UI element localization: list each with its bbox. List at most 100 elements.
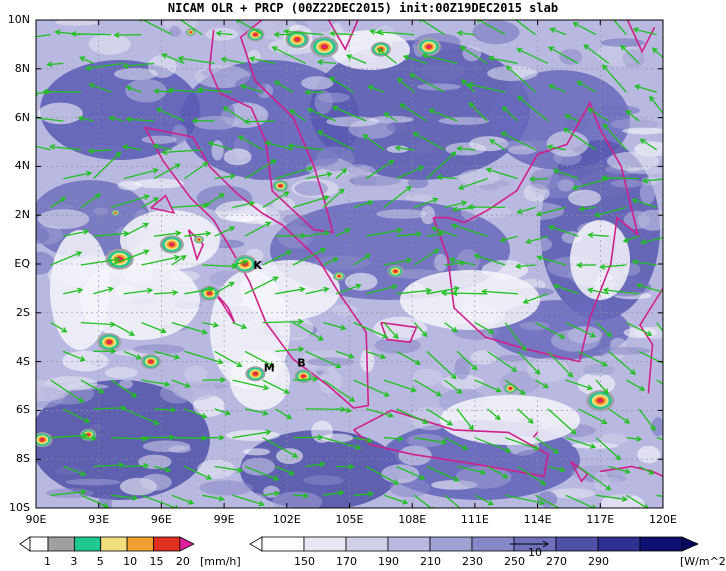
wind-vector xyxy=(289,109,306,122)
wind-vector-head xyxy=(201,412,208,419)
wind-vector xyxy=(80,56,94,64)
wind-vector-head xyxy=(567,371,574,378)
olr-cloud-patch xyxy=(301,76,334,90)
wind-vector xyxy=(431,227,458,237)
wind-vector xyxy=(332,106,367,122)
wind-vector-head xyxy=(215,30,222,37)
wind-vector-head xyxy=(367,85,374,91)
wind-vector-head xyxy=(274,490,281,497)
olr-cloud-patch xyxy=(529,169,560,190)
wind-vector xyxy=(62,408,90,423)
wind-vector-head xyxy=(283,388,290,394)
wind-vector xyxy=(517,465,546,486)
wind-vector xyxy=(612,20,627,36)
cloud-top-white xyxy=(400,270,540,330)
wind-vector xyxy=(429,109,458,122)
precip-cell xyxy=(322,45,327,49)
wind-vector-head xyxy=(602,287,609,294)
olr-cloud-patch xyxy=(606,476,620,486)
wind-vector-head xyxy=(450,373,457,380)
wind-vector-head xyxy=(428,108,435,115)
wind-vector xyxy=(292,322,324,341)
wind-vector xyxy=(578,408,607,424)
olr-cloud-patch xyxy=(351,175,402,186)
precip-cell xyxy=(338,275,340,277)
wind-vector-head xyxy=(605,484,612,491)
wind-vector-head xyxy=(536,255,543,261)
coastline xyxy=(532,431,539,438)
wind-vector-head xyxy=(79,355,86,362)
wind-vector-head xyxy=(564,114,571,120)
wind-vector-head xyxy=(459,45,466,52)
wind-vector-head xyxy=(631,198,638,204)
wind-vector-head xyxy=(396,227,403,234)
olr-cloud-patch xyxy=(313,255,370,270)
wind-vector-head xyxy=(128,330,135,336)
wind-vector-head xyxy=(316,130,324,136)
precip-tick-label: 15 xyxy=(149,555,164,568)
wind-vector xyxy=(63,230,89,237)
wind-vector-head xyxy=(681,498,686,503)
wind-vector-head xyxy=(263,384,270,391)
olr-cloud-patch xyxy=(89,423,104,431)
wind-vector xyxy=(626,494,649,508)
wind-vector xyxy=(452,292,488,295)
wind-vector xyxy=(171,321,207,334)
wind-vector-head xyxy=(107,286,115,293)
wind-vector-head xyxy=(302,492,309,499)
colorbar-box xyxy=(345,536,389,552)
wind-vector-head xyxy=(180,255,187,261)
wind-vector xyxy=(162,53,185,65)
olr-cloud-patch xyxy=(623,210,650,230)
wind-vector xyxy=(244,276,278,295)
olr-cloud-patch xyxy=(141,135,177,144)
wind-vector-head xyxy=(432,197,439,204)
wind-vector xyxy=(214,281,234,295)
lat-label: 2N xyxy=(14,208,30,222)
wind-vector-head xyxy=(422,418,429,424)
wind-vector-head xyxy=(481,288,488,295)
wind-vector-head xyxy=(319,461,326,468)
wind-vector-head xyxy=(405,185,412,192)
wind-vector xyxy=(600,264,627,268)
wind-vector xyxy=(549,225,579,237)
precip-cell xyxy=(170,243,174,246)
wind-vector-head xyxy=(476,20,480,24)
wind-vector-head xyxy=(621,496,629,503)
wind-vector-head xyxy=(485,167,493,174)
colorbar-box xyxy=(29,536,49,552)
precip-tick-label: 3 xyxy=(70,555,78,568)
olr-tick-label: 210 xyxy=(420,555,441,568)
wind-vector-head xyxy=(270,159,277,165)
lat-label: 4N xyxy=(14,159,30,173)
wind-vector-head xyxy=(635,435,643,442)
wind-vector xyxy=(638,465,654,475)
wind-vector xyxy=(396,408,428,424)
wind-vector-head xyxy=(21,141,26,146)
wind-vector xyxy=(537,256,566,266)
wind-vector-head xyxy=(79,56,86,62)
wind-vector-head xyxy=(240,323,248,330)
wind-vector xyxy=(262,379,289,394)
wind-vector xyxy=(596,494,627,501)
olr-cloud-patch xyxy=(197,459,235,479)
wind-vector-head xyxy=(388,159,395,166)
wind-vector xyxy=(603,289,640,295)
wind-vector-head xyxy=(542,382,550,389)
wind-vector xyxy=(214,350,242,367)
wind-vector xyxy=(437,176,458,180)
lat-label: 10N xyxy=(7,13,30,26)
wind-vector-head xyxy=(578,205,585,212)
wind-vector xyxy=(36,145,51,151)
wind-vector-head xyxy=(84,64,92,71)
olr-cloud-patch xyxy=(104,366,138,379)
olr-field xyxy=(36,20,663,508)
wind-vector-head xyxy=(173,254,181,261)
olr-cloud-patch xyxy=(610,118,659,130)
wind-vector xyxy=(323,491,344,496)
wind-vector xyxy=(201,193,225,208)
wind-vector-head xyxy=(289,109,296,115)
olr-cloud-patch xyxy=(314,90,333,114)
wind-vector-head xyxy=(473,253,480,260)
wind-vector-head xyxy=(21,36,26,41)
